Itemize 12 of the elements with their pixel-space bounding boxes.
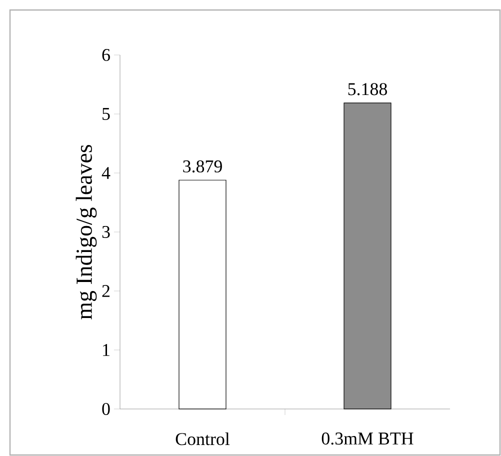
- y-tick-label: 0: [102, 402, 110, 416]
- y-tick-label: 2: [102, 285, 110, 297]
- data-label: 3.879: [183, 160, 222, 172]
- x-tick-label: Control: [176, 432, 230, 446]
- y-tick-label: 6: [102, 48, 110, 62]
- y-tick-label: 4: [102, 167, 110, 179]
- y-axis-title: mg Indigo/g leaves: [76, 144, 97, 320]
- y-tick-label: 1: [103, 344, 110, 356]
- y-tick-label: 3: [102, 226, 110, 238]
- data-label: 5.188: [348, 83, 387, 96]
- x-tick-label: 0.3mM BTH: [322, 432, 414, 445]
- y-tick-label: 5: [102, 108, 110, 120]
